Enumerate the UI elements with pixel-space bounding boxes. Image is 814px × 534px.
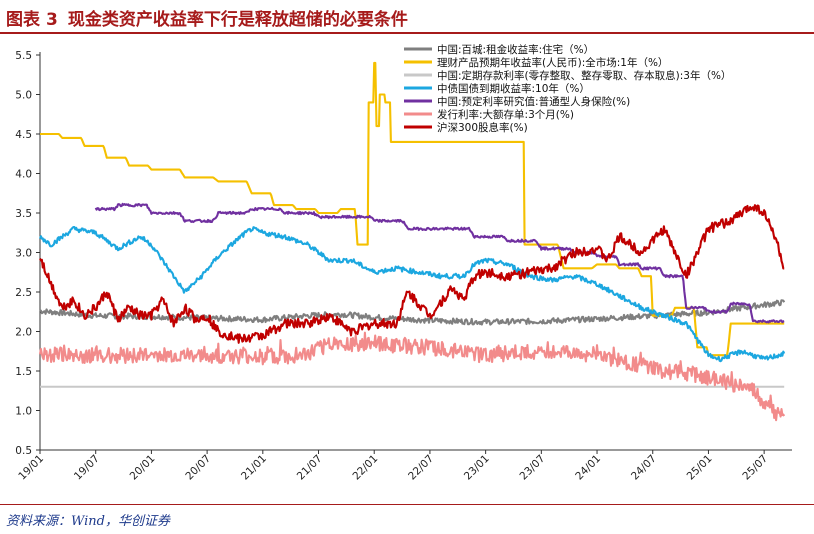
figure-label: 图表: [6, 10, 40, 30]
figure-number: 3: [46, 10, 58, 30]
x-tick-label: 21/07: [295, 453, 325, 483]
y-tick-label: 4.0: [15, 169, 32, 181]
x-tick-label: 25/07: [740, 453, 770, 483]
title-rule: [0, 32, 814, 34]
legend-entry: 沪深300股息率(%): [437, 121, 528, 134]
y-tick-label: 2.0: [15, 327, 32, 339]
chart-series: [38, 61, 786, 422]
y-tick-label: 1.0: [15, 406, 32, 418]
x-tick-label: 22/07: [406, 453, 436, 483]
y-tick-label: 3.0: [15, 248, 32, 260]
legend-entry: 中国:定期存款利率(零存整取、整存零取、存本取息):3年（%）: [437, 69, 731, 82]
x-tick-label: 25/01: [685, 453, 715, 483]
x-tick-label: 20/01: [128, 453, 158, 483]
x-tick-label: 23/07: [518, 453, 548, 483]
y-tick-label: 0.5: [15, 445, 32, 457]
y-tick-label: 5.0: [15, 90, 32, 102]
series-line-4: [94, 202, 785, 324]
legend-entry: 发行利率:大额存单:3个月(%): [437, 108, 574, 121]
series-line-5: [38, 331, 786, 422]
x-tick-label: 20/07: [183, 453, 213, 483]
x-tick-label: 24/01: [573, 453, 603, 483]
figure-title: 图表 3 现金类资产收益率下行是释放超储的必要条件: [6, 5, 408, 30]
chart-legend: 中国:百城:租金收益率:住宅（%）理财产品预期年收益率(人民币):全市场:1年（…: [404, 43, 731, 134]
series-line-1: [39, 61, 785, 357]
x-tick-label: 23/01: [462, 453, 492, 483]
figure-title-text: 现金类资产收益率下行是释放超储的必要条件: [67, 10, 408, 30]
y-tick-label: 5.5: [15, 50, 32, 62]
series-line-6: [39, 204, 785, 344]
legend-entry: 理财产品预期年收益率(人民币):全市场:1年（%）: [437, 56, 668, 69]
source-note: 资料来源：Wind，华创证券: [6, 514, 170, 529]
legend-entry: 中国:预定利率研究值:普通型人身保险(%): [437, 95, 630, 108]
y-tick-label: 1.5: [15, 366, 32, 378]
x-tick-label: 22/01: [350, 453, 380, 483]
x-tick-label: 21/01: [239, 453, 269, 483]
x-tick-label: 19/07: [72, 453, 102, 483]
y-tick-label: 3.5: [15, 208, 32, 220]
legend-entry: 中债国债到期收益率:10年（%）: [437, 82, 590, 95]
x-tick-label: 24/07: [629, 453, 659, 483]
footer-rule: [0, 504, 814, 505]
chart-axes: 0.5 1.0 1.5 2.0 2.5 3.0 3.5 4.0 4.5 5.0 5.5 19/01 19…: [15, 50, 792, 483]
x-tick-label: 19/01: [16, 453, 46, 483]
legend-entry: 中国:百城:租金收益率:住宅（%）: [437, 43, 594, 56]
y-tick-label: 4.5: [15, 129, 32, 141]
series-line-3: [39, 226, 786, 363]
y-tick-label: 2.5: [15, 287, 32, 299]
